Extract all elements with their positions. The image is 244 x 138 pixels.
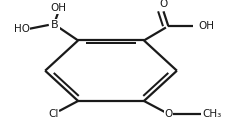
Text: Cl: Cl: [49, 109, 59, 119]
Text: O: O: [159, 0, 168, 9]
Text: OH: OH: [199, 21, 215, 31]
Text: O: O: [164, 109, 173, 119]
Text: B: B: [51, 20, 59, 30]
Text: OH: OH: [51, 3, 67, 13]
Text: CH₃: CH₃: [203, 109, 222, 119]
Text: HO: HO: [14, 24, 30, 34]
